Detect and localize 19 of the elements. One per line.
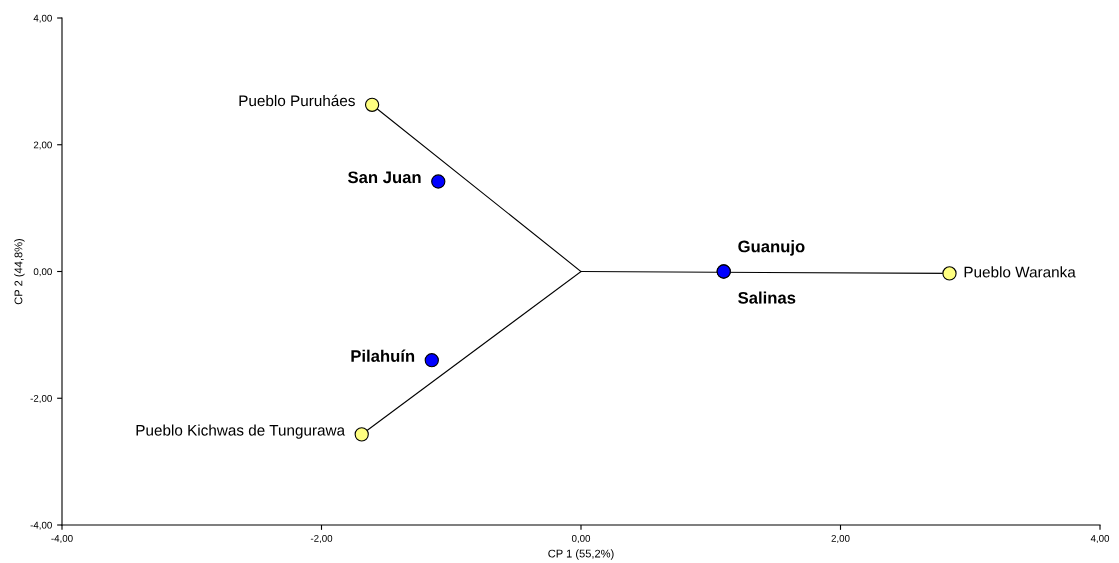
annotation: Pueblo Waranka [964, 266, 1076, 278]
x-tick-label: 2,00 [831, 534, 850, 544]
y-tick-label: -2,00 [30, 394, 52, 404]
x-tick-label: -2,00 [310, 534, 333, 544]
y-tick-label: 0,00 [33, 268, 52, 277]
annotation: Salinas [738, 291, 796, 304]
y-tick-label: 4,00 [33, 14, 52, 23]
y-axis-title: CP 2 (44,8%) [14, 238, 25, 305]
annotation: Pueblo Kichwas de Tungurawa [136, 424, 346, 439]
x-tick-label: 4,00 [1090, 534, 1110, 544]
x-tick-label: -4,00 [51, 534, 73, 544]
x-tick-label: 0,00 [571, 534, 591, 544]
y-tick-label: 2,00 [33, 141, 52, 150]
y-tick-label: -4,00 [30, 521, 52, 530]
x-axis-title: CP 1 (55,2%) [548, 549, 614, 560]
annotation: Pueblo Puruháes [239, 94, 355, 107]
annotation: San Juan [348, 171, 421, 184]
annotation: Pilahuín [351, 349, 415, 362]
annotation: Guanujo [738, 240, 805, 256]
